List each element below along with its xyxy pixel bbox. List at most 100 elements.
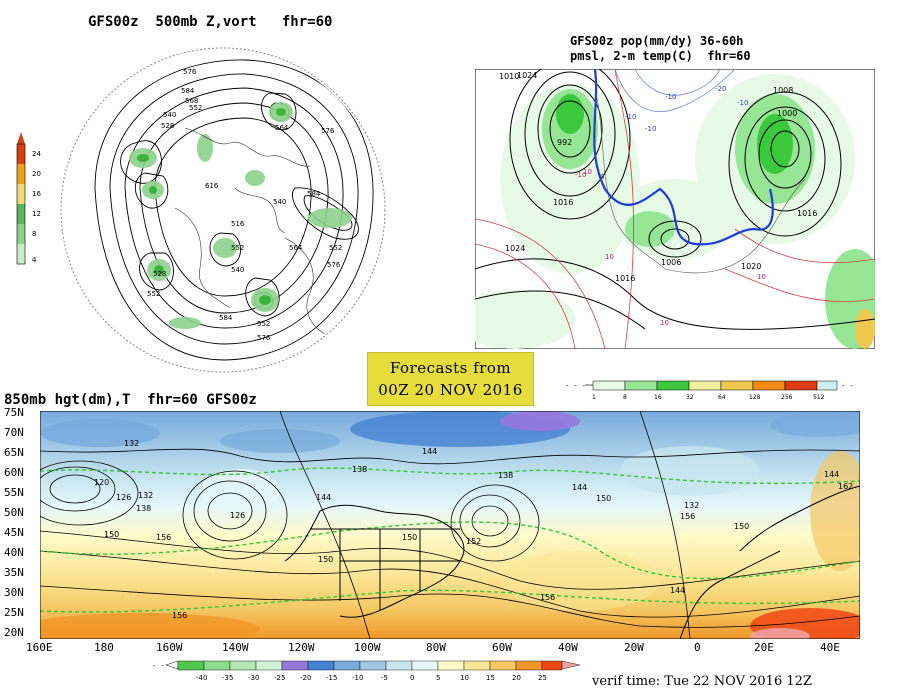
legend-swatch-16: [17, 184, 25, 204]
precip-legend-label: 128: [749, 394, 761, 401]
svg-text:- -: - -: [152, 662, 165, 670]
conus-pressure-label: 1000: [777, 109, 797, 118]
legend-label-16: 16: [32, 190, 41, 198]
precip-swatch-128: [752, 380, 786, 391]
conus-pressure-label: 1016: [553, 198, 573, 207]
conus-warm-temp-labels: 10 10 10 -10 10: [575, 168, 766, 327]
svg-text:- - -: - - -: [565, 382, 586, 390]
polar-contour-label: 576: [183, 68, 197, 76]
legend-swatch-20: [17, 164, 25, 184]
temp-swatch: [177, 660, 205, 671]
conus-coastlines: [594, 88, 806, 274]
h850-contour-label: 126: [230, 511, 245, 520]
precip-legend-label: 32: [686, 394, 694, 401]
temp-legend-label: 20: [512, 674, 521, 682]
polar-contour-label: 576: [257, 334, 271, 342]
y-tick-label: 35N: [4, 566, 24, 579]
h850-panel-title: 850mb hgt(dm),T fhr=60 GFS00z: [4, 392, 257, 408]
h850-contour-label: 156: [680, 512, 695, 521]
conus-temp-label: 10: [757, 273, 766, 281]
temp-swatch: [359, 660, 387, 671]
x-tick-label: 100W: [354, 641, 381, 654]
forecast-init-line1: Forecasts from: [389, 359, 512, 377]
y-tick-label: 30N: [4, 586, 24, 599]
legend-swatch-24: [17, 144, 25, 164]
x-tick-label: 160E: [26, 641, 53, 654]
h850-contour-label: 156: [156, 533, 171, 542]
conus-freezing-line: [593, 69, 774, 246]
h850-contour-label: 150: [402, 533, 417, 542]
vorticity-shading: [129, 102, 352, 329]
h850-x-axis: 160E 180 160W 140W 120W 100W 80W 60W 40W…: [26, 641, 880, 655]
conus-temp-label: 10: [605, 253, 614, 261]
h850-contour-label: 144: [316, 493, 331, 502]
h850-temp-legend: - - -40 -35 -30 -25 -20 -15 -10 -5 0 5 1…: [152, 660, 581, 682]
conus-temp-label: 0: [600, 173, 604, 181]
h850-map: 132 120 126 132 138 150 156 126 156 144 …: [40, 411, 860, 639]
y-tick-label: 70N: [4, 426, 24, 439]
y-tick-label: 20N: [4, 626, 24, 639]
y-tick-label: 55N: [4, 486, 24, 499]
precip-swatch-512: [816, 380, 838, 391]
polar-map: 576 584 568 552 540 528 564 576 616 584 …: [60, 47, 386, 373]
conus-temp-label: -10: [665, 93, 676, 101]
h850-contour-label: 144: [422, 447, 437, 456]
polar-contour-label: 552: [257, 320, 270, 328]
conus-temperature-contours: [475, 69, 875, 349]
y-tick-label: 50N: [4, 506, 24, 519]
conus-temp-label: -10: [575, 171, 586, 179]
precip-swatch-64: [720, 380, 754, 391]
precip-swatch-32: [688, 380, 722, 391]
h850-contour-label: 150: [104, 530, 119, 539]
y-tick-label: 60N: [4, 466, 24, 479]
polar-contour-label: 516: [231, 220, 245, 228]
h850-contour-label: 138: [352, 465, 367, 474]
conus-pressure-contours: [475, 69, 875, 330]
h850-contour-labels: 132 120 126 132 138 150 156 126 156 144 …: [94, 439, 853, 620]
h850-political-borders: [284, 485, 860, 639]
x-tick-label: 40E: [820, 641, 840, 654]
conus-map: 1024 992 1016 1024 1008 1000 1016 1006 1…: [475, 69, 875, 349]
precip-legend-label: 16: [654, 394, 662, 401]
polar-contour-label: 552: [231, 244, 244, 252]
x-tick-label: 160W: [156, 641, 183, 654]
temp-legend-label: -30: [248, 674, 259, 682]
conus-panel-title-line2: pmsl, 2-m temp(C) fhr=60: [570, 49, 751, 63]
temp-swatch: [515, 660, 543, 671]
x-tick-label: 40W: [558, 641, 578, 654]
polar-coastlines: [174, 127, 336, 339]
polar-contour-label: 552: [189, 104, 202, 112]
precip-legend-label: 8: [623, 394, 627, 401]
conus-pressure-label: 1016: [797, 209, 817, 218]
h850-contour-label: 144: [670, 586, 685, 595]
conus-precip-legend: - - - - - 1 8 16 32 64 128 256 512: [565, 380, 854, 401]
h850-contour-label: 138: [136, 504, 151, 513]
precip-swatch-256: [784, 380, 818, 391]
legend-label-8: 8: [32, 230, 36, 238]
temp-legend-label: 10: [460, 674, 469, 682]
y-tick-label: 40N: [4, 546, 24, 559]
temp-swatch: [541, 660, 563, 671]
legend-swatch-12: [17, 204, 25, 224]
polar-vorticity-legend: 24 20 16 12 8 4: [16, 132, 41, 265]
verif-time: verif time: Tue 22 NOV 2016 12Z: [592, 674, 812, 689]
conus-cold-contours: [614, 69, 736, 112]
temp-swatch: [385, 660, 413, 671]
temp-swatch: [463, 660, 491, 671]
conus-temp-label: -10: [737, 99, 748, 107]
x-tick-label: 0: [694, 641, 701, 654]
polar-contour-label: 528: [161, 122, 174, 130]
polar-contour-label: 584: [219, 314, 233, 322]
h850-contour-label: 150: [318, 555, 333, 564]
h850-contour-label: 156: [540, 593, 555, 602]
legend-label-20: 20: [32, 170, 41, 178]
x-tick-label: 140W: [222, 641, 249, 654]
vorticity-core-shading: [137, 108, 286, 305]
temp-legend-label: -5: [381, 674, 388, 682]
conus-temp-label: -10: [645, 125, 656, 133]
temp-legend-label: 25: [538, 674, 547, 682]
legend-swatch-4: [17, 244, 25, 264]
polar-panel-title: GFS00z 500mb Z,vort fhr=60: [88, 14, 333, 30]
polar-contour-label: 564: [275, 124, 289, 132]
conus-pressure-label: 1006: [661, 258, 681, 267]
